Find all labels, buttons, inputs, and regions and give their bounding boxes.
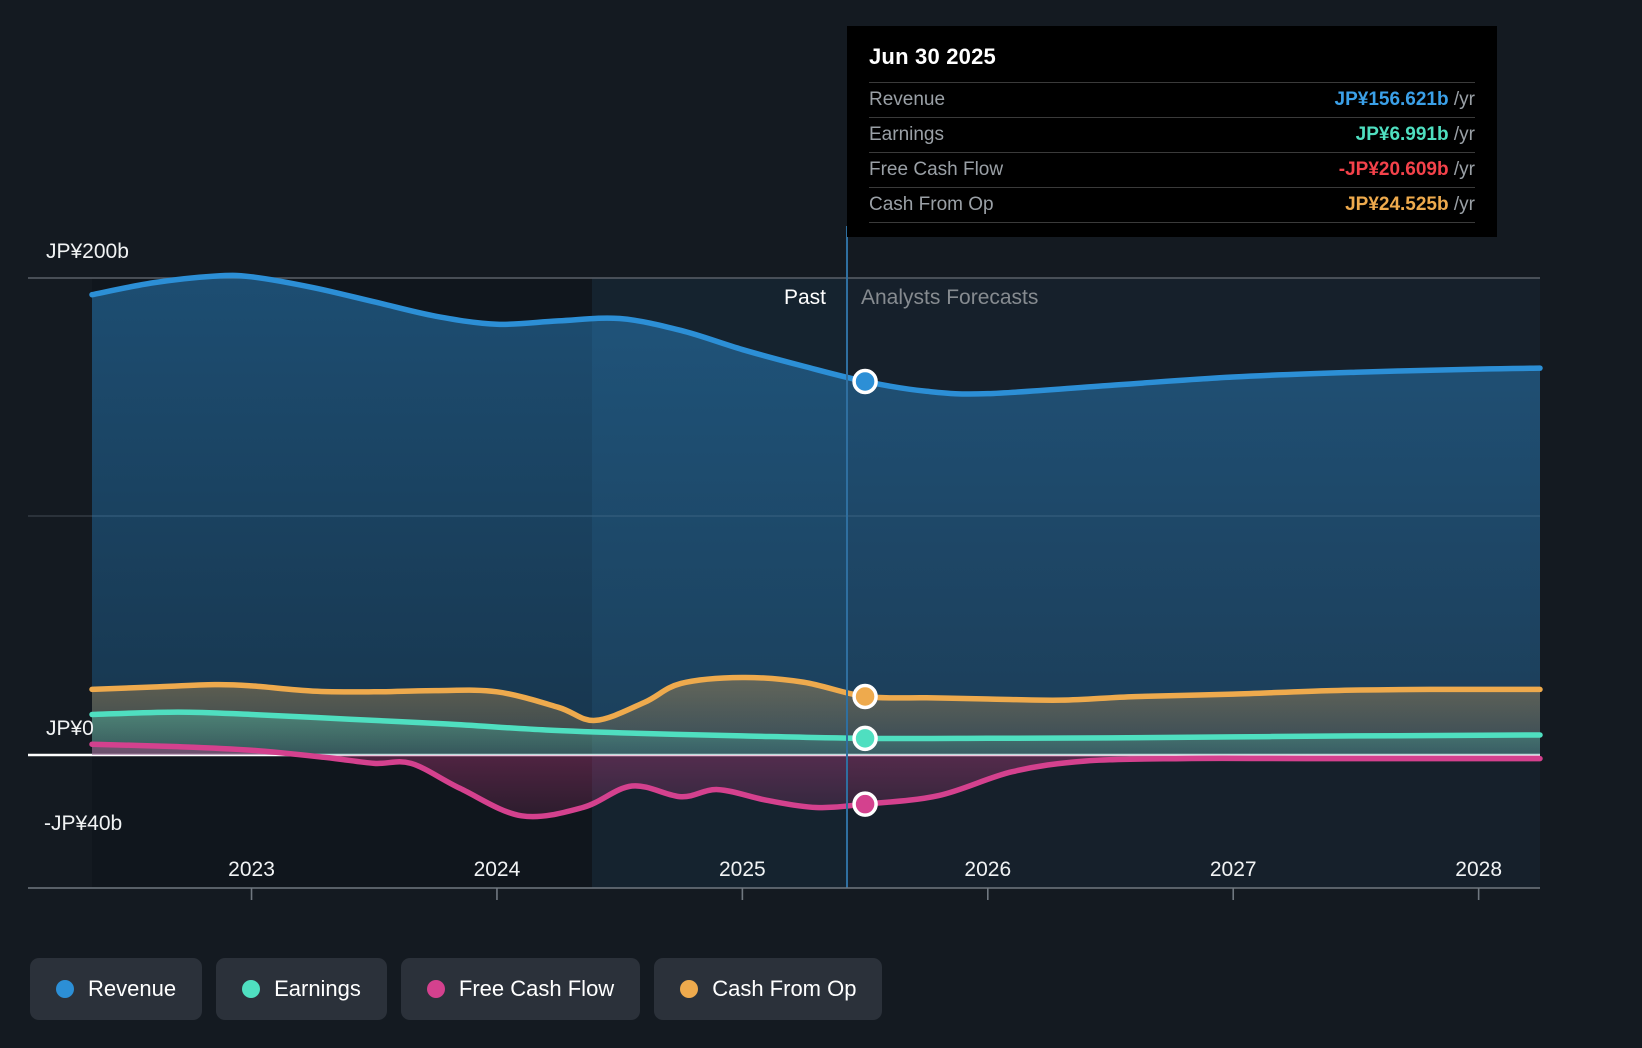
x-tick-label-2023: 2023 bbox=[228, 858, 275, 881]
x-axis-ticks bbox=[250, 888, 1480, 900]
legend-item-free-cash-flow[interactable]: Free Cash Flow bbox=[400, 958, 641, 1020]
x-tick-label-2024: 2024 bbox=[473, 858, 521, 881]
chart-legend: Revenue Earnings Free Cash Flow Cash From O… bbox=[30, 958, 883, 1020]
legend-item-cash-from-op[interactable]: Cash From Op bbox=[654, 958, 883, 1020]
tooltip-row-label: Free Cash Flow bbox=[869, 159, 1004, 180]
x-tick-label-2026: 2026 bbox=[964, 858, 1012, 881]
series-line-earnings bbox=[89, 709, 1543, 742]
tooltip-row: Cash From Op JP¥24.525b /yr bbox=[869, 187, 1475, 223]
series-line-cash-from-op bbox=[89, 674, 1543, 724]
tooltip-row: Revenue JP¥156.621b /yr bbox=[869, 82, 1475, 117]
forecast-label: Analysts Forecasts bbox=[861, 286, 1039, 309]
marker-free-cash-flow[interactable] bbox=[852, 791, 878, 817]
legend-label: Cash From Op bbox=[712, 976, 857, 1001]
legend-item-revenue[interactable]: Revenue bbox=[30, 958, 203, 1020]
legend-item-earnings[interactable]: Earnings bbox=[216, 958, 387, 1020]
tooltip-row-value: -JP¥20.609b /yr bbox=[1338, 159, 1475, 180]
series-line-revenue bbox=[89, 272, 1543, 397]
series-area-free-cash-flow bbox=[92, 744, 1540, 817]
x-tick-label-2028: 2028 bbox=[1455, 858, 1502, 881]
series-area-revenue bbox=[92, 275, 1540, 755]
tooltip-row: Earnings JP¥6.991b /yr bbox=[869, 117, 1475, 152]
past-label: Past bbox=[784, 286, 827, 309]
tooltip-row-label: Revenue bbox=[869, 89, 946, 110]
series-layer bbox=[89, 272, 1543, 820]
data-point-markers bbox=[852, 368, 878, 817]
legend-dot-icon bbox=[56, 980, 74, 998]
tooltip-row-label: Earnings bbox=[869, 124, 944, 145]
legend-dot-icon bbox=[426, 980, 445, 998]
tooltip-row: Free Cash Flow -JP¥20.609b /yr bbox=[869, 152, 1475, 187]
legend-dot-icon bbox=[242, 980, 261, 998]
legend-label: Free Cash Flow bbox=[458, 976, 615, 1001]
tooltip-row-value: JP¥6.991b /yr bbox=[1355, 124, 1475, 145]
series-line-free-cash-flow bbox=[89, 741, 1543, 820]
marker-cash-from-op[interactable] bbox=[852, 683, 878, 710]
series-area-earnings bbox=[92, 712, 1540, 755]
x-tick-label-2025: 2025 bbox=[719, 858, 766, 881]
legend-label: Earnings bbox=[274, 976, 361, 1001]
tooltip-row-value: JP¥24.525b /yr bbox=[1345, 194, 1475, 215]
marker-earnings[interactable] bbox=[852, 725, 878, 752]
y-axis-label-zero: JP¥0 bbox=[46, 717, 94, 740]
data-tooltip: Jun 30 2025 Revenue JP¥156.621b /yr Earnin… bbox=[847, 26, 1497, 237]
legend-label: Revenue bbox=[88, 976, 177, 1001]
tooltip-row-value: JP¥156.621b /yr bbox=[1334, 89, 1475, 110]
marker-revenue[interactable] bbox=[852, 368, 878, 395]
tooltip-date: Jun 30 2025 bbox=[869, 44, 996, 69]
tooltip-row-label: Cash From Op bbox=[869, 194, 994, 215]
x-tick-label-2027: 2027 bbox=[1209, 858, 1257, 881]
y-axis-label-top: JP¥200b bbox=[46, 240, 129, 263]
legend-dot-icon bbox=[680, 980, 699, 998]
y-axis-label-bottom: -JP¥40b bbox=[44, 812, 123, 835]
